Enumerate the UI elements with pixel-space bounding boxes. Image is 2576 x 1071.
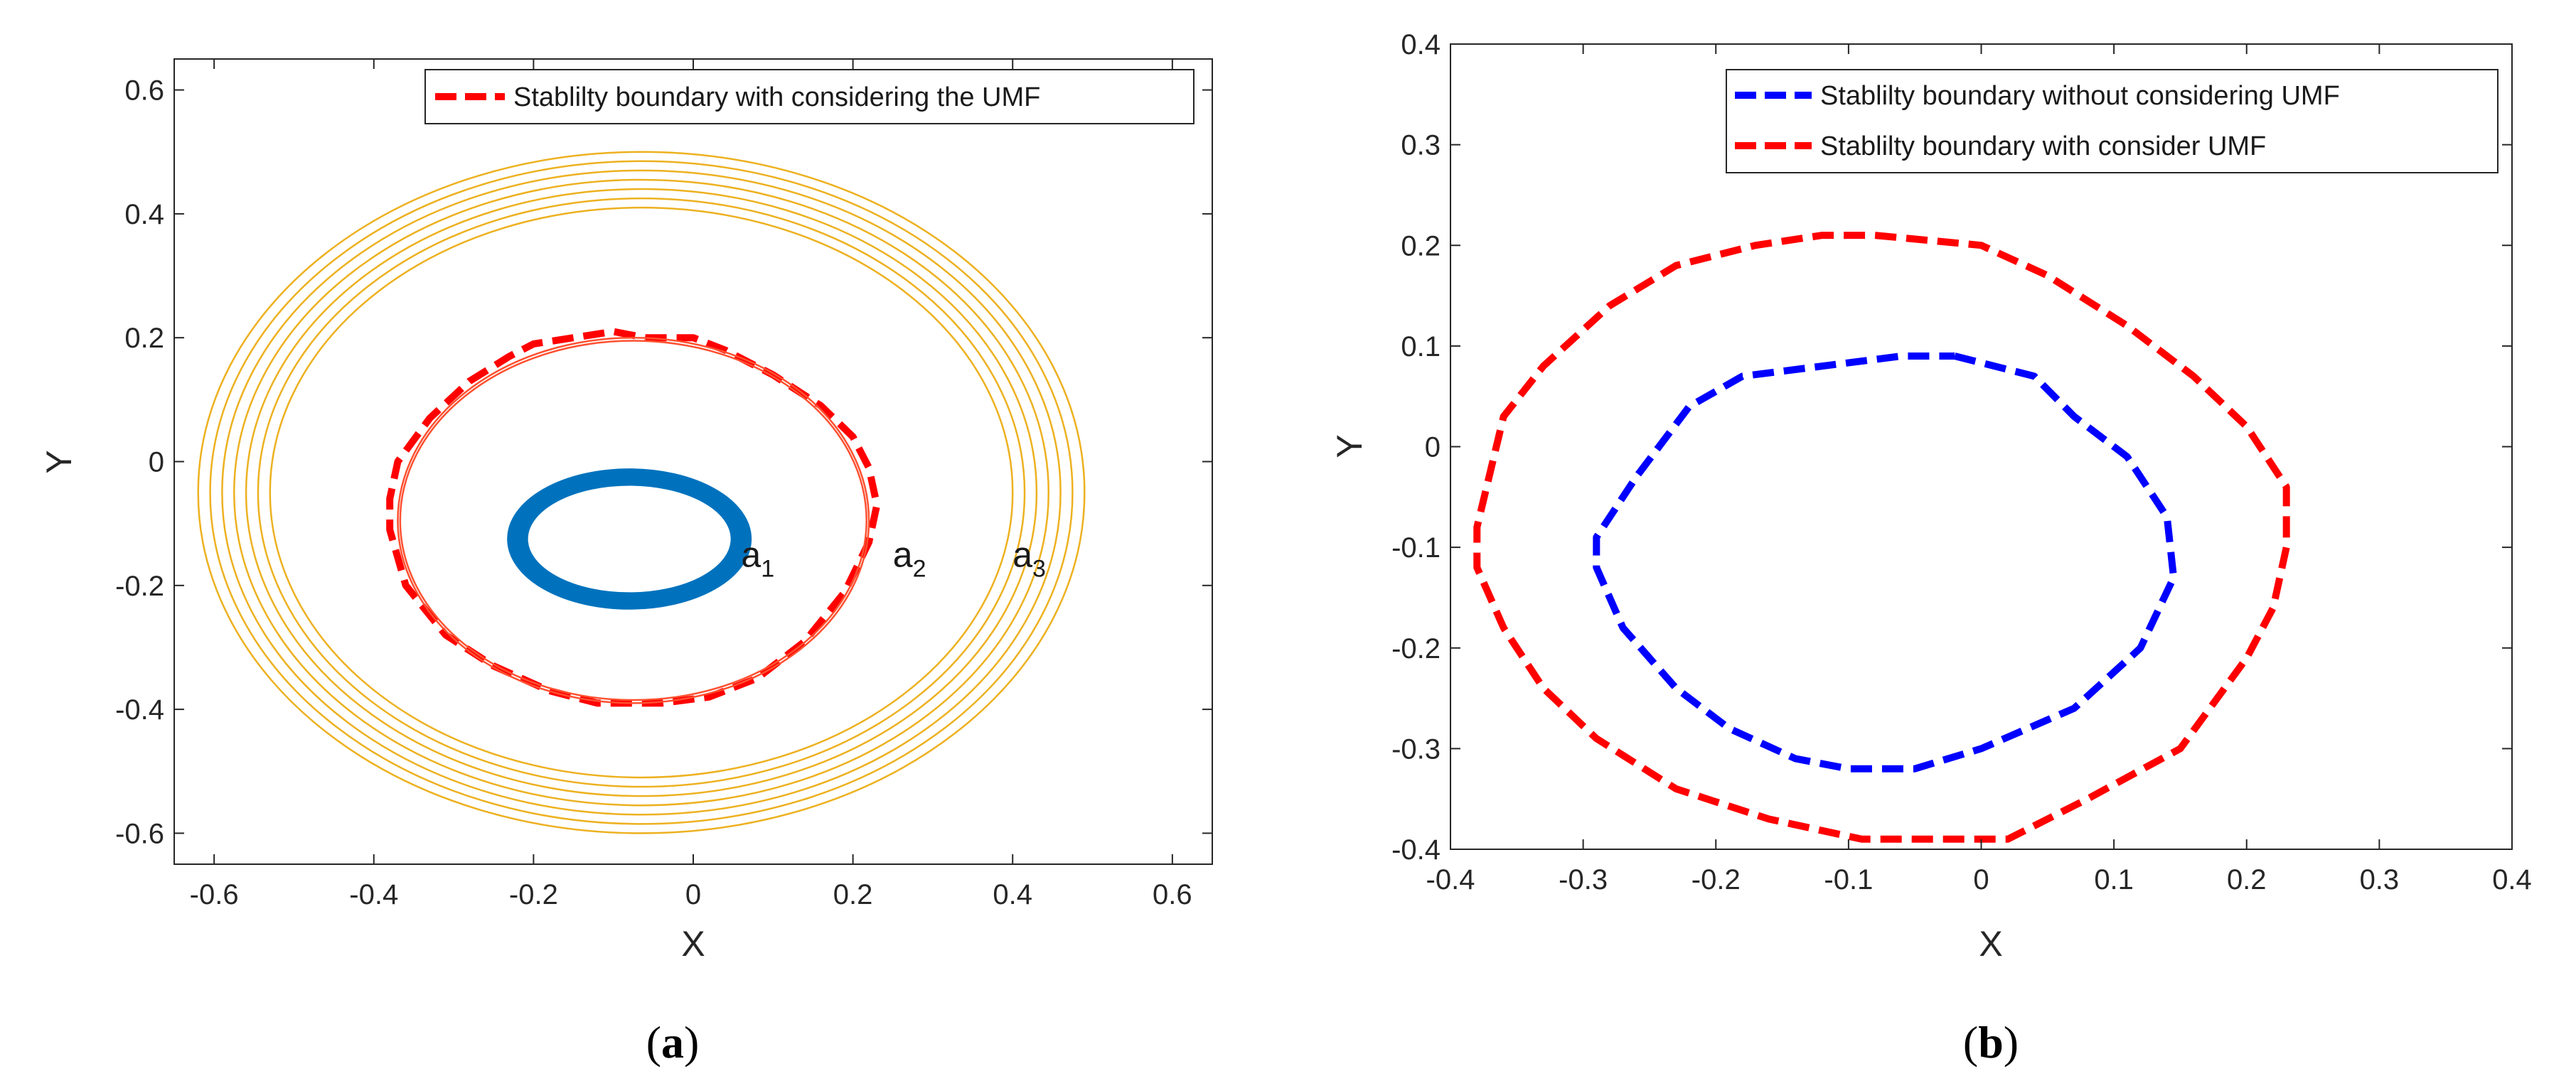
x-tick-label-b: -0.1 — [1824, 864, 1873, 895]
annotations-a: a1 a2 a3 — [741, 535, 1046, 583]
annotation-subscript: 2 — [913, 556, 926, 583]
caption-a-letter: a — [661, 1017, 684, 1067]
annotation-a3: a3 — [1012, 535, 1046, 583]
annotation-subscript: 3 — [1032, 556, 1046, 583]
series-group-b — [1473, 232, 2290, 843]
y-tick-label-b: -0.1 — [1391, 532, 1441, 564]
annotation-base: a — [741, 535, 761, 575]
x-tick-label-b: 0.3 — [2360, 864, 2400, 895]
boundary-line-b-0 — [1593, 352, 2178, 773]
x-tick-label-a: -0.6 — [190, 879, 239, 910]
x-tick-label-a: 0.4 — [993, 879, 1032, 910]
y-tick-label-b: -0.2 — [1391, 633, 1441, 664]
caption-b-letter: b — [1978, 1017, 2004, 1067]
legend-b: Stablilty boundary without considering U… — [1726, 69, 2498, 173]
panel-b: -0.4 -0.3 -0.2 -0.1 0 0.1 0.2 0.3 0.4 -0.4 -0.3 -0.… — [1330, 29, 2532, 1067]
annotation-subscript: 1 — [761, 556, 774, 583]
caption-a-open: ( — [646, 1017, 661, 1067]
y-axis-label-b: Y — [1330, 434, 1369, 458]
x-tick-label-b: -0.4 — [1426, 864, 1475, 895]
y-tick-label-b: 0.2 — [1401, 230, 1441, 262]
x-tick-label-b: 0 — [1973, 864, 1989, 895]
y-tick-label-a: 0.4 — [124, 199, 164, 230]
x-tick-label-b: 0.2 — [2227, 864, 2267, 895]
trajectory-a-1-loop-3 — [519, 478, 740, 601]
y-tick-label-a: 0 — [149, 447, 164, 478]
y-tick-label-a: -0.4 — [115, 694, 164, 726]
legend-box-b — [1726, 69, 2498, 173]
caption-b: (b) — [1963, 1017, 2019, 1067]
trajectory-a-3-loop-0 — [197, 151, 1086, 834]
x-tick-label-a: 0.2 — [833, 879, 873, 910]
series-group-a — [197, 151, 1086, 834]
panel-a: -0.6 -0.4 -0.2 0 0.2 0.4 0.6 -0.6 -0.4 -0.2 0 0.2 0.… — [39, 58, 1213, 1067]
y-axis-label-a: Y — [39, 450, 79, 473]
x-tick-label-b: 0.4 — [2492, 864, 2532, 895]
y-tick-label-b: 0 — [1425, 432, 1441, 463]
trajectory-a-1-loop-0 — [507, 468, 752, 610]
plot-area-b — [1450, 43, 2513, 850]
trajectory-a-3-loop-6 — [269, 206, 1014, 779]
x-axis-label-a: X — [681, 924, 705, 964]
x-tick-label-a: 0.6 — [1153, 879, 1192, 910]
y-tick-label-a: 0.2 — [124, 323, 164, 354]
trajectory-a-3-loop-1 — [209, 160, 1074, 825]
ticks-a: -0.6 -0.4 -0.2 0 0.2 0.4 0.6 -0.6 -0.4 -0.2 0 0.2 0.… — [115, 59, 1212, 910]
legend-box-a — [424, 69, 1195, 124]
annotation-base: a — [1012, 535, 1032, 575]
x-tick-label-a: -0.4 — [349, 879, 398, 910]
legend-label-b-without: Stablilty boundary without considering U… — [1820, 81, 2340, 111]
y-tick-label-b: 0.3 — [1401, 130, 1441, 161]
caption-a-close: ) — [684, 1017, 699, 1067]
caption-a: (a) — [646, 1017, 700, 1067]
x-tick-label-a: -0.2 — [509, 879, 558, 910]
legend-label-a-boundary: Stablilty boundary with considering the … — [513, 82, 1040, 112]
ticks-b: -0.4 -0.3 -0.2 -0.1 0 0.1 0.2 0.3 0.4 -0.4 -0.3 -0.… — [1391, 29, 2532, 895]
caption-b-close: ) — [2004, 1017, 2019, 1067]
trajectory-a-1-loop-2 — [515, 474, 744, 604]
legend-label-b-with: Stablilty boundary with consider UMF — [1820, 131, 2266, 161]
y-tick-label-b: 0.1 — [1401, 331, 1441, 362]
trajectory-a-2-loop-0 — [397, 336, 870, 704]
trajectory-a-3-loop-2 — [221, 169, 1062, 816]
y-tick-label-a: 0.6 — [124, 75, 164, 107]
y-tick-label-a: -0.2 — [115, 571, 164, 602]
annotation-base: a — [893, 535, 913, 575]
trajectory-a-1-loop-1 — [511, 471, 748, 607]
y-tick-label-b: -0.4 — [1391, 834, 1441, 866]
trajectory-a-3-loop-4 — [245, 188, 1038, 797]
x-tick-label-b: 0.1 — [2094, 864, 2134, 895]
legend-a: Stablilty boundary with considering the … — [424, 69, 1195, 124]
trajectory-a-3-loop-3 — [233, 178, 1050, 807]
trajectory-a-3-loop-5 — [257, 197, 1026, 788]
annotation-a1: a1 — [741, 535, 774, 583]
trajectory-a-1-loop-4 — [523, 480, 736, 598]
annotation-a2: a2 — [893, 535, 926, 583]
plot-area-a — [173, 58, 1213, 865]
boundary-line-b-1 — [1473, 232, 2290, 843]
x-tick-label-b: -0.3 — [1559, 864, 1608, 895]
x-tick-label-a: 0 — [685, 879, 701, 910]
y-tick-label-a: -0.6 — [115, 818, 164, 849]
y-tick-label-b: 0.4 — [1401, 29, 1441, 60]
trajectory-a-2-loop-1 — [399, 340, 867, 701]
y-tick-label-b: -0.3 — [1391, 733, 1441, 765]
x-axis-label-b: X — [1979, 924, 2002, 964]
caption-b-open: ( — [1963, 1017, 1978, 1067]
x-tick-label-b: -0.2 — [1691, 864, 1741, 895]
